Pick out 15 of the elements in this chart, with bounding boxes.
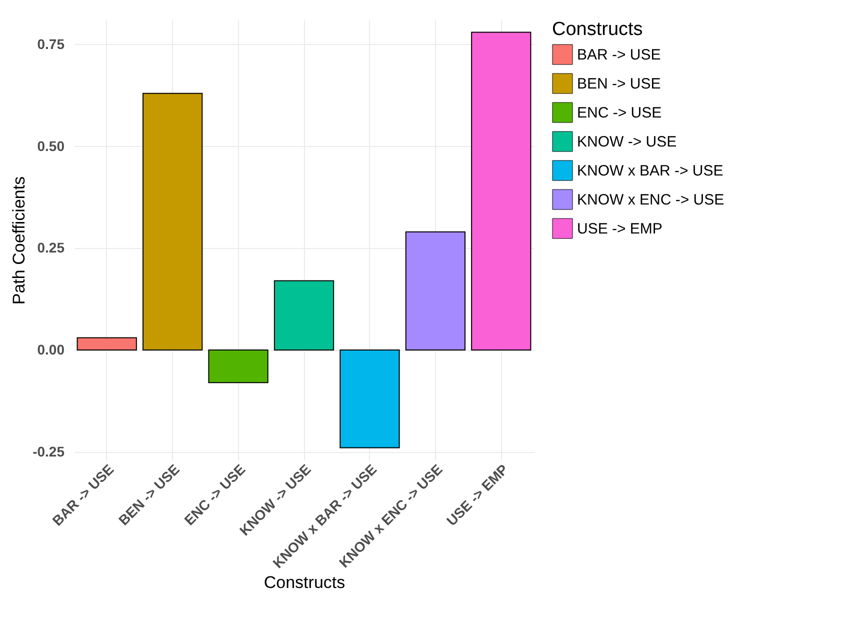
legend-label: BAR -> USE (577, 46, 661, 64)
legend-label: KNOW -> USE (577, 134, 677, 150)
legend-label: BEN -> USE (577, 76, 661, 92)
y-tick-label: 0.50 (37, 138, 65, 154)
y-tick-label: 0.00 (37, 342, 65, 358)
legend-label: ENC -> USE (577, 104, 662, 122)
y-tick-label: 0.75 (37, 36, 65, 52)
legend-label: KNOW x BAR -> USE (577, 162, 724, 180)
legend-title: Constructs (552, 19, 643, 40)
y-tick-label: 0.25 (37, 240, 65, 256)
y-axis-title: Path Coefficients (10, 176, 29, 305)
x-axis-title: Constructs (264, 573, 346, 592)
legend-label: USE -> EMP (577, 220, 662, 238)
y-tick-label: -0.25 (32, 443, 65, 460)
legend-label: KNOW x ENC -> USE (577, 192, 724, 208)
